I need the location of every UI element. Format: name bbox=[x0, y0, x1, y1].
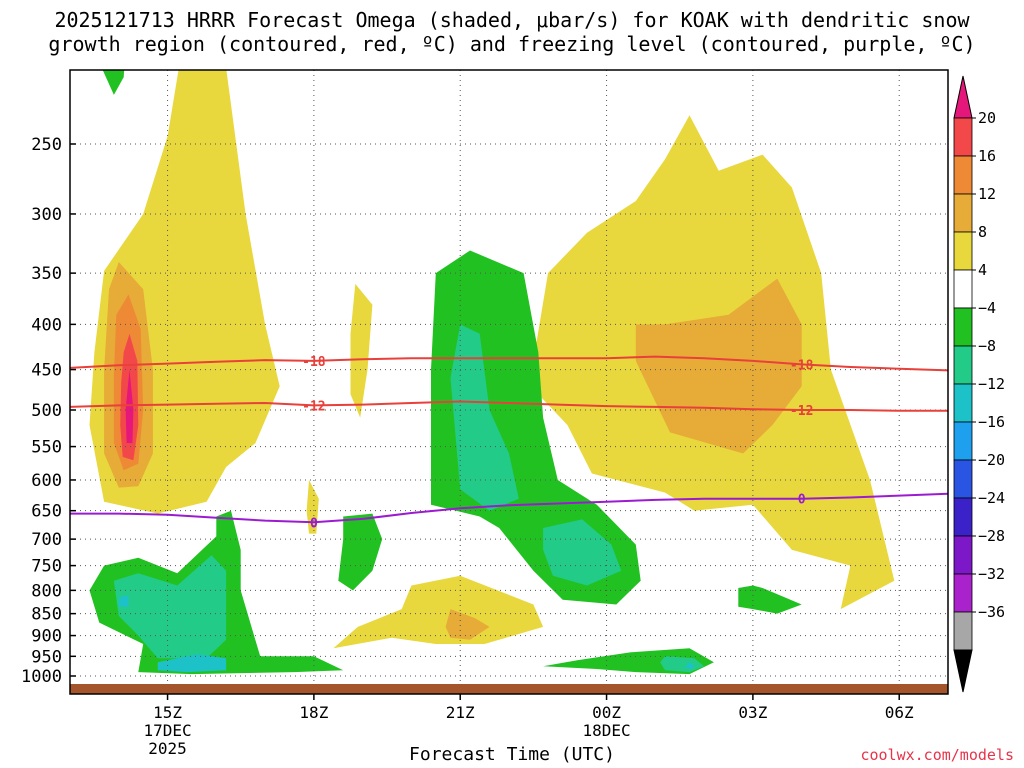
colorbar-label-12: −28 bbox=[978, 527, 1005, 545]
y-tick-label-850: 850 bbox=[31, 605, 62, 625]
colorbar-band-1 bbox=[953, 117, 973, 157]
colorbar-band-11 bbox=[953, 497, 973, 537]
y-tick-label-600: 600 bbox=[31, 471, 62, 491]
omega-region-17 bbox=[157, 654, 227, 673]
ground-surface bbox=[70, 684, 948, 694]
x-tick-label-18Z: 18Z bbox=[299, 703, 328, 722]
y-tick-label-500: 500 bbox=[31, 401, 62, 421]
colorbar-label-4: 8 bbox=[978, 223, 987, 241]
y-tick-label-1000: 1000 bbox=[21, 667, 62, 687]
colorbar-bottom-arrow bbox=[953, 649, 973, 693]
y-tick-label-350: 350 bbox=[31, 264, 62, 284]
colorbar-label-5: 4 bbox=[978, 261, 987, 279]
colorbar-band-3 bbox=[953, 193, 973, 233]
chart-title: 2025121713 HRRR Forecast Omega (shaded, … bbox=[0, 8, 1024, 56]
colorbar-band-7 bbox=[953, 345, 973, 385]
title-line-1: 2025121713 HRRR Forecast Omega (shaded, … bbox=[54, 8, 970, 32]
contour-3 bbox=[70, 492, 948, 524]
colorbar-band-9 bbox=[953, 421, 973, 461]
omega-region-19 bbox=[338, 513, 383, 591]
omega-region-18 bbox=[118, 595, 129, 607]
colorbar-band-10 bbox=[953, 459, 973, 499]
y-axis: 2503003504004505005506006507007508008509… bbox=[21, 135, 76, 687]
omega-region-14 bbox=[543, 519, 622, 586]
colorbar-band-12 bbox=[953, 535, 973, 575]
y-tick-label-650: 650 bbox=[31, 502, 62, 522]
x-tick-label-06Z: 06Z bbox=[885, 703, 914, 722]
contour-label-3-1: 0 bbox=[310, 516, 318, 531]
x-tick-year-15Z: 2025 bbox=[148, 739, 187, 758]
y-tick-label-550: 550 bbox=[31, 438, 62, 458]
title-line-2: growth region (contoured, red, ºC) and f… bbox=[48, 32, 976, 56]
omega-region-9 bbox=[445, 609, 490, 640]
omega-region-21 bbox=[660, 656, 705, 673]
colorbar-band-4 bbox=[953, 231, 973, 271]
colorbar-top-arrow bbox=[953, 75, 973, 119]
colorbar-band-13 bbox=[953, 573, 973, 613]
colorbar-label-11: −24 bbox=[978, 489, 1005, 507]
colorbar-band-5 bbox=[953, 269, 973, 309]
x-axis-label: Forecast Time (UTC) bbox=[409, 744, 615, 765]
y-tick-label-300: 300 bbox=[31, 205, 62, 225]
colorbar-label-3: 12 bbox=[978, 185, 996, 203]
colorbar-band-6 bbox=[953, 307, 973, 347]
omega-region-16 bbox=[113, 555, 227, 659]
colorbar-label-10: −20 bbox=[978, 451, 1005, 469]
contour-label-2-1: -12 bbox=[302, 399, 325, 414]
omega-region-13 bbox=[450, 324, 519, 511]
colorbar-label-8: −12 bbox=[978, 375, 1005, 393]
contour-lines: -18 -18 -12 -12 0 0 bbox=[70, 355, 948, 531]
colorbar-band-14 bbox=[953, 611, 973, 651]
x-tick-date-15Z: 17DEC bbox=[143, 721, 191, 740]
colorbar-band-2 bbox=[953, 155, 973, 195]
colorbar-label-14: −36 bbox=[978, 603, 1005, 621]
x-tick-label-21Z: 21Z bbox=[446, 703, 475, 722]
omega-region-5 bbox=[125, 369, 134, 444]
omega-region-8 bbox=[333, 575, 544, 649]
omega-region-24 bbox=[102, 70, 125, 95]
y-tick-label-450: 450 bbox=[31, 361, 62, 381]
contour-1 bbox=[70, 355, 948, 372]
credit-text: coolwx.com/models bbox=[860, 746, 1014, 764]
colorbar-band-8 bbox=[953, 383, 973, 423]
contour-label-2-2: -12 bbox=[790, 404, 813, 419]
contour-2 bbox=[70, 400, 948, 412]
x-tick-label-00Z: 00Z bbox=[592, 703, 621, 722]
y-tick-label-800: 800 bbox=[31, 581, 62, 601]
omega-region-11 bbox=[306, 480, 319, 534]
contour-label-1-1: -18 bbox=[302, 355, 326, 370]
contour-label-1-2: -18 bbox=[790, 358, 814, 373]
colorbar-label-7: −8 bbox=[978, 337, 996, 355]
omega-region-22 bbox=[684, 662, 695, 669]
y-tick-label-250: 250 bbox=[31, 135, 62, 155]
y-tick-label-400: 400 bbox=[31, 315, 62, 335]
omega-shaded-regions bbox=[89, 70, 895, 675]
x-tick-label-15Z: 15Z bbox=[153, 703, 182, 722]
colorbar-label-1: 20 bbox=[978, 109, 996, 127]
colorbar-label-13: −32 bbox=[978, 565, 1005, 583]
plot-frame bbox=[69, 69, 949, 695]
contour-label-3-2: 0 bbox=[798, 493, 806, 508]
colorbar-legend: 20 16 12 8 4 −4 −8 −12 −16 −20 −24 −28 −32 −36 bbox=[953, 75, 1005, 693]
omega-region-12 bbox=[431, 250, 641, 605]
y-tick-label-900: 900 bbox=[31, 627, 62, 647]
y-tick-label-950: 950 bbox=[31, 647, 62, 667]
omega-region-23 bbox=[738, 585, 802, 614]
x-tick-date-00Z: 18DEC bbox=[582, 721, 630, 740]
colorbar-label-6: −4 bbox=[978, 299, 996, 317]
omega-region-10 bbox=[350, 283, 373, 418]
colorbar-label-2: 16 bbox=[978, 147, 996, 165]
x-tick-label-03Z: 03Z bbox=[738, 703, 767, 722]
y-tick-label-750: 750 bbox=[31, 557, 62, 577]
y-tick-label-700: 700 bbox=[31, 530, 62, 550]
colorbar-label-9: −16 bbox=[978, 413, 1005, 431]
